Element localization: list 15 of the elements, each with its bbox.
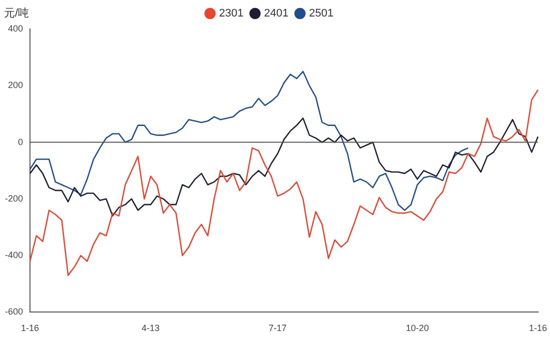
y-tick-label: -600 <box>5 306 24 317</box>
legend-label: 2401 <box>264 8 288 20</box>
y-tick-label: 0 <box>18 136 24 147</box>
y-tick-label: 400 <box>8 23 24 34</box>
x-tick-label: 1-16 <box>21 323 40 334</box>
legend-label: 2301 <box>219 8 244 20</box>
y-tick-label: -400 <box>5 250 24 260</box>
x-tick-label: 10-20 <box>406 323 429 334</box>
y-tick-label: -200 <box>5 193 24 204</box>
x-tick-label: 1-16 <box>528 323 547 334</box>
y-axis-title: 元/吨 <box>4 6 30 20</box>
legend-label: 2501 <box>308 8 334 20</box>
x-tick-label: 7-17 <box>268 323 287 334</box>
y-tick-label: 200 <box>8 80 24 90</box>
x-tick-label: 4-13 <box>142 323 160 334</box>
